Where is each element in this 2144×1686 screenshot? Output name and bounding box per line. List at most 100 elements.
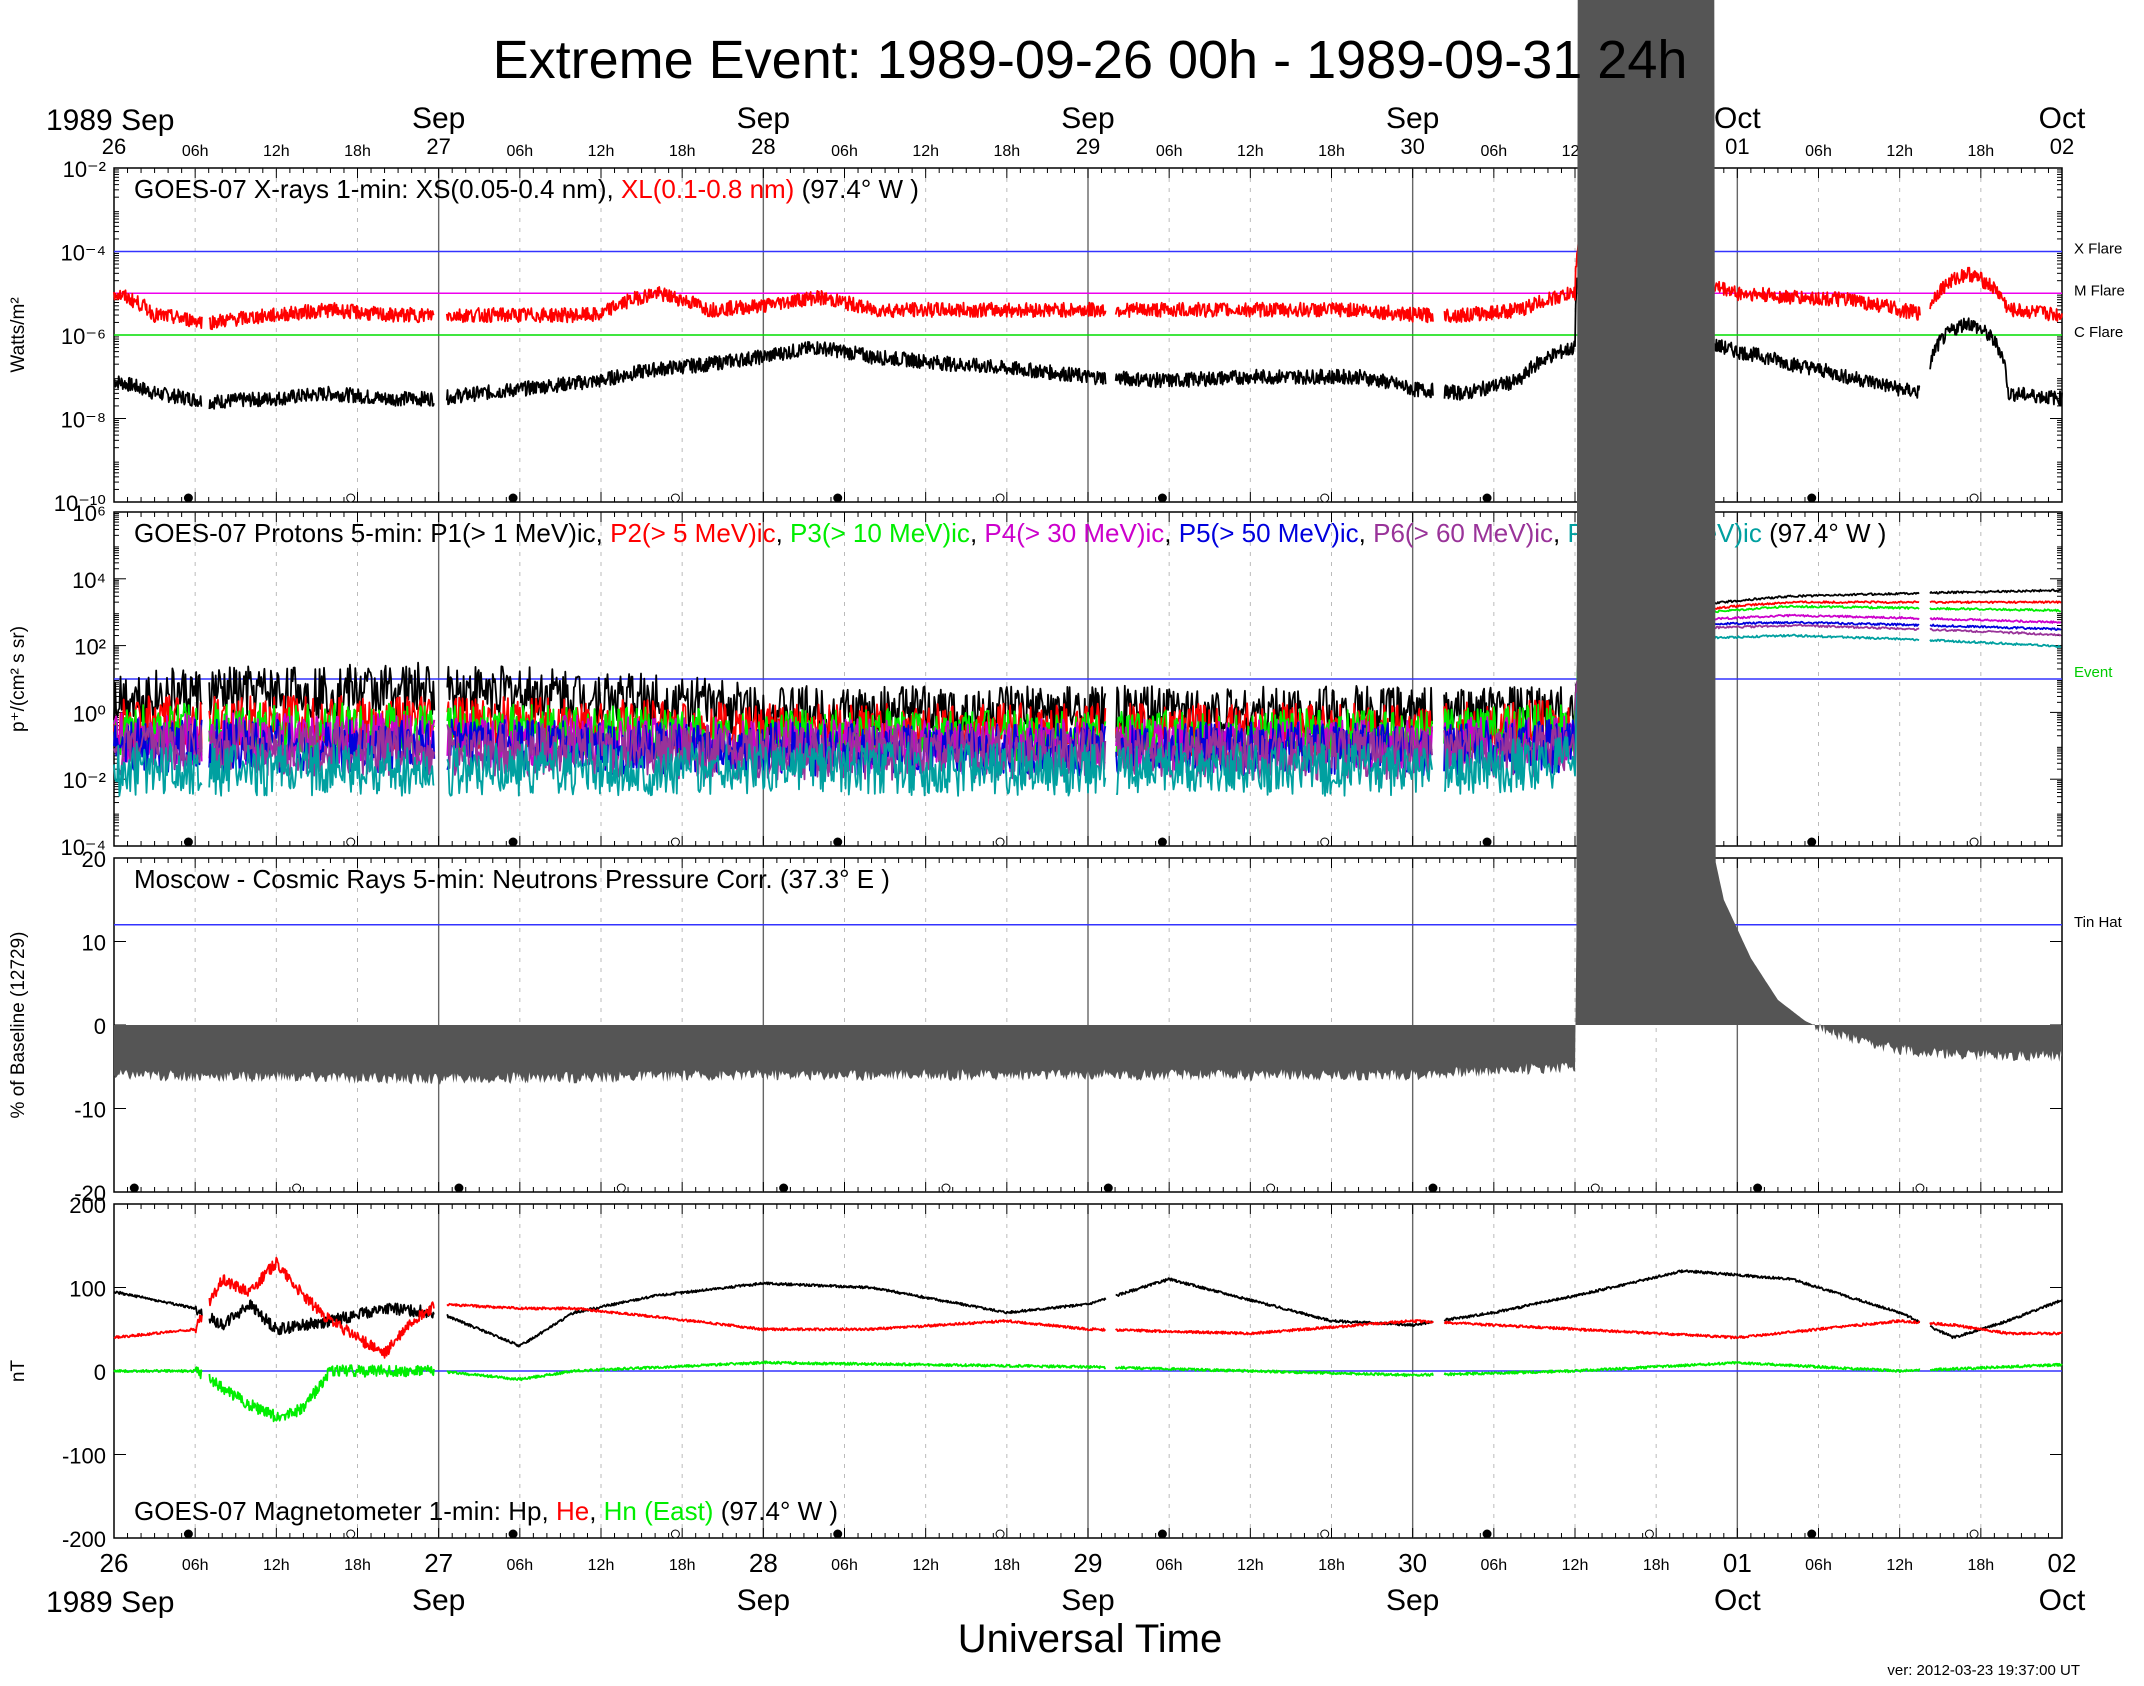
y-tick-label: 0 [94, 1360, 106, 1385]
phase-marker [1103, 1183, 1113, 1193]
y-tick-label: -200 [62, 1527, 106, 1552]
phase-marker [670, 837, 680, 847]
threshold-label: X Flare [2074, 241, 2122, 258]
phase-marker [129, 1183, 139, 1193]
x-axis-label: Universal Time [958, 1617, 1223, 1661]
bottom-day-label: 01 [1723, 1548, 1752, 1578]
bottom-hour-label: 12h [1237, 1557, 1264, 1574]
top-hour-label: 18h [1318, 143, 1345, 160]
bottom-day-label: 27 [424, 1548, 453, 1578]
panel-title-part: , [776, 518, 790, 548]
panel-title-part: Moscow - Cosmic Rays 5-min: Neutrons Pre… [134, 864, 890, 894]
phase-marker [616, 1183, 626, 1193]
panel-title-part: XL(0.1-0.8 nm) [621, 174, 794, 204]
bottom-hour-label: 12h [1562, 1557, 1589, 1574]
y-tick-label: 10⁰ [73, 701, 106, 726]
panel-title-part: P3(> 10 MeV)ic [790, 518, 970, 548]
y-axis-label: nT [8, 1360, 29, 1383]
phase-marker [1266, 1183, 1276, 1193]
y-tick-label: -10 [74, 1098, 106, 1123]
bottom-month-label: Sep [1386, 1584, 1439, 1617]
bottom-day-label: 29 [1074, 1548, 1103, 1578]
phase-marker [1320, 493, 1330, 503]
y-tick-label: -20 [74, 1181, 106, 1206]
top-day-label: 30 [1400, 134, 1424, 159]
bottom-hour-label: 12h [588, 1557, 615, 1574]
y-tick-label: 10⁴ [72, 568, 106, 593]
series-line [113, 1360, 2063, 1423]
y-tick-label: 10⁶ [72, 501, 106, 526]
bottom-hour-label: 18h [1643, 1557, 1670, 1574]
bottom-hour-label: 18h [993, 1557, 1020, 1574]
bottom-day-label: 26 [100, 1548, 129, 1578]
magnetometer-panel: 200 100 0 -100 -200 nT GOES-07 Magnetometer 1-… [8, 1193, 2063, 1552]
phase-marker [833, 1529, 843, 1539]
bottom-hour-label: 06h [1805, 1557, 1832, 1574]
phase-marker [1644, 1529, 1654, 1539]
panel-title-part: , [1553, 518, 1567, 548]
y-tick-label: 10² [74, 635, 106, 660]
phase-marker [1482, 493, 1492, 503]
top-hour-label: 12h [588, 143, 615, 160]
top-month-label: Oct [1714, 102, 1761, 135]
top-month-label: Sep [737, 102, 790, 135]
phase-marker [779, 1183, 789, 1193]
top-month-label: Sep [1061, 102, 1114, 135]
bottom-hour-label: 06h [1156, 1557, 1183, 1574]
phase-marker [1969, 837, 1979, 847]
panel-title-part: , [1359, 518, 1373, 548]
top-hour-label: 18h [993, 143, 1020, 160]
phase-marker [1320, 837, 1330, 847]
panel-title: Moscow - Cosmic Rays 5-min: Neutrons Pre… [134, 864, 890, 894]
neutron-area [114, 0, 2062, 1085]
y-axis-label: p⁺/(cm² s sr) [8, 626, 29, 732]
bottom-month-label: Oct [2039, 1584, 2086, 1617]
phase-marker [1915, 1183, 1925, 1193]
y-tick-label: 10 [82, 931, 106, 956]
top-day-label: 02 [2050, 134, 2074, 159]
top-hour-label: 12h [1886, 143, 1913, 160]
threshold-label: Event [2074, 664, 2113, 681]
panel-title: GOES-07 X-rays 1-min: XS(0.05-0.4 nm), X… [134, 174, 919, 204]
panel-title-part: GOES-07 Protons 5-min: P1(> 1 MeV)ic, [134, 518, 610, 548]
panel-title-part: P5(> 50 MeV)ic [1179, 518, 1359, 548]
top-month-label: Sep [1386, 102, 1439, 135]
phase-marker [995, 493, 1005, 503]
phase-marker [346, 837, 356, 847]
threshold-label: C Flare [2074, 324, 2123, 341]
phase-marker [183, 837, 193, 847]
phase-marker [508, 1529, 518, 1539]
phase-marker [1807, 493, 1817, 503]
panel-title-part: , [589, 1496, 603, 1526]
bottom-month-label: Sep [737, 1584, 790, 1617]
phase-marker [833, 837, 843, 847]
top-hour-label: 12h [263, 143, 290, 160]
panel-title-part: (97.4° W ) [794, 174, 919, 204]
phase-marker [941, 1183, 951, 1193]
phase-marker [670, 493, 680, 503]
xray-panel: 10⁻² 10⁻⁴ 10⁻⁶ 10⁻⁸ 10⁻¹⁰ Watts/m² X Flare M Fl… [8, 157, 2125, 516]
bottom-hour-label: 12h [263, 1557, 290, 1574]
phase-marker [1482, 837, 1492, 847]
top-day-label: 28 [751, 134, 775, 159]
phase-marker [995, 837, 1005, 847]
bottom-hour-label: 18h [669, 1557, 696, 1574]
threshold-label: M Flare [2074, 282, 2125, 299]
y-tick-label: 200 [69, 1193, 106, 1218]
y-axis-label: Watts/m² [8, 297, 29, 372]
threshold-label: Tin Hat [2074, 914, 2123, 931]
y-tick-label: 100 [69, 1277, 106, 1302]
version-stamp: ver: 2012-03-23 19:37:00 UT [1887, 1662, 2080, 1679]
panel-title-part: He [556, 1496, 589, 1526]
top-hour-label: 12h [912, 143, 939, 160]
y-tick-label: 10⁻² [63, 157, 106, 182]
top-hour-label: 12h [1237, 143, 1264, 160]
top-hour-label: 06h [1480, 143, 1507, 160]
panel-title-part: , [1164, 518, 1178, 548]
phase-marker [454, 1183, 464, 1193]
phase-marker [1753, 1183, 1763, 1193]
y-tick-label: 0 [94, 1014, 106, 1039]
phase-marker [1590, 1183, 1600, 1193]
phase-marker [346, 1529, 356, 1539]
cosmic-ray-panel: 20 10 0 -10 -20 % of Baseline (12729) Tin Hat M… [8, 847, 2123, 1206]
